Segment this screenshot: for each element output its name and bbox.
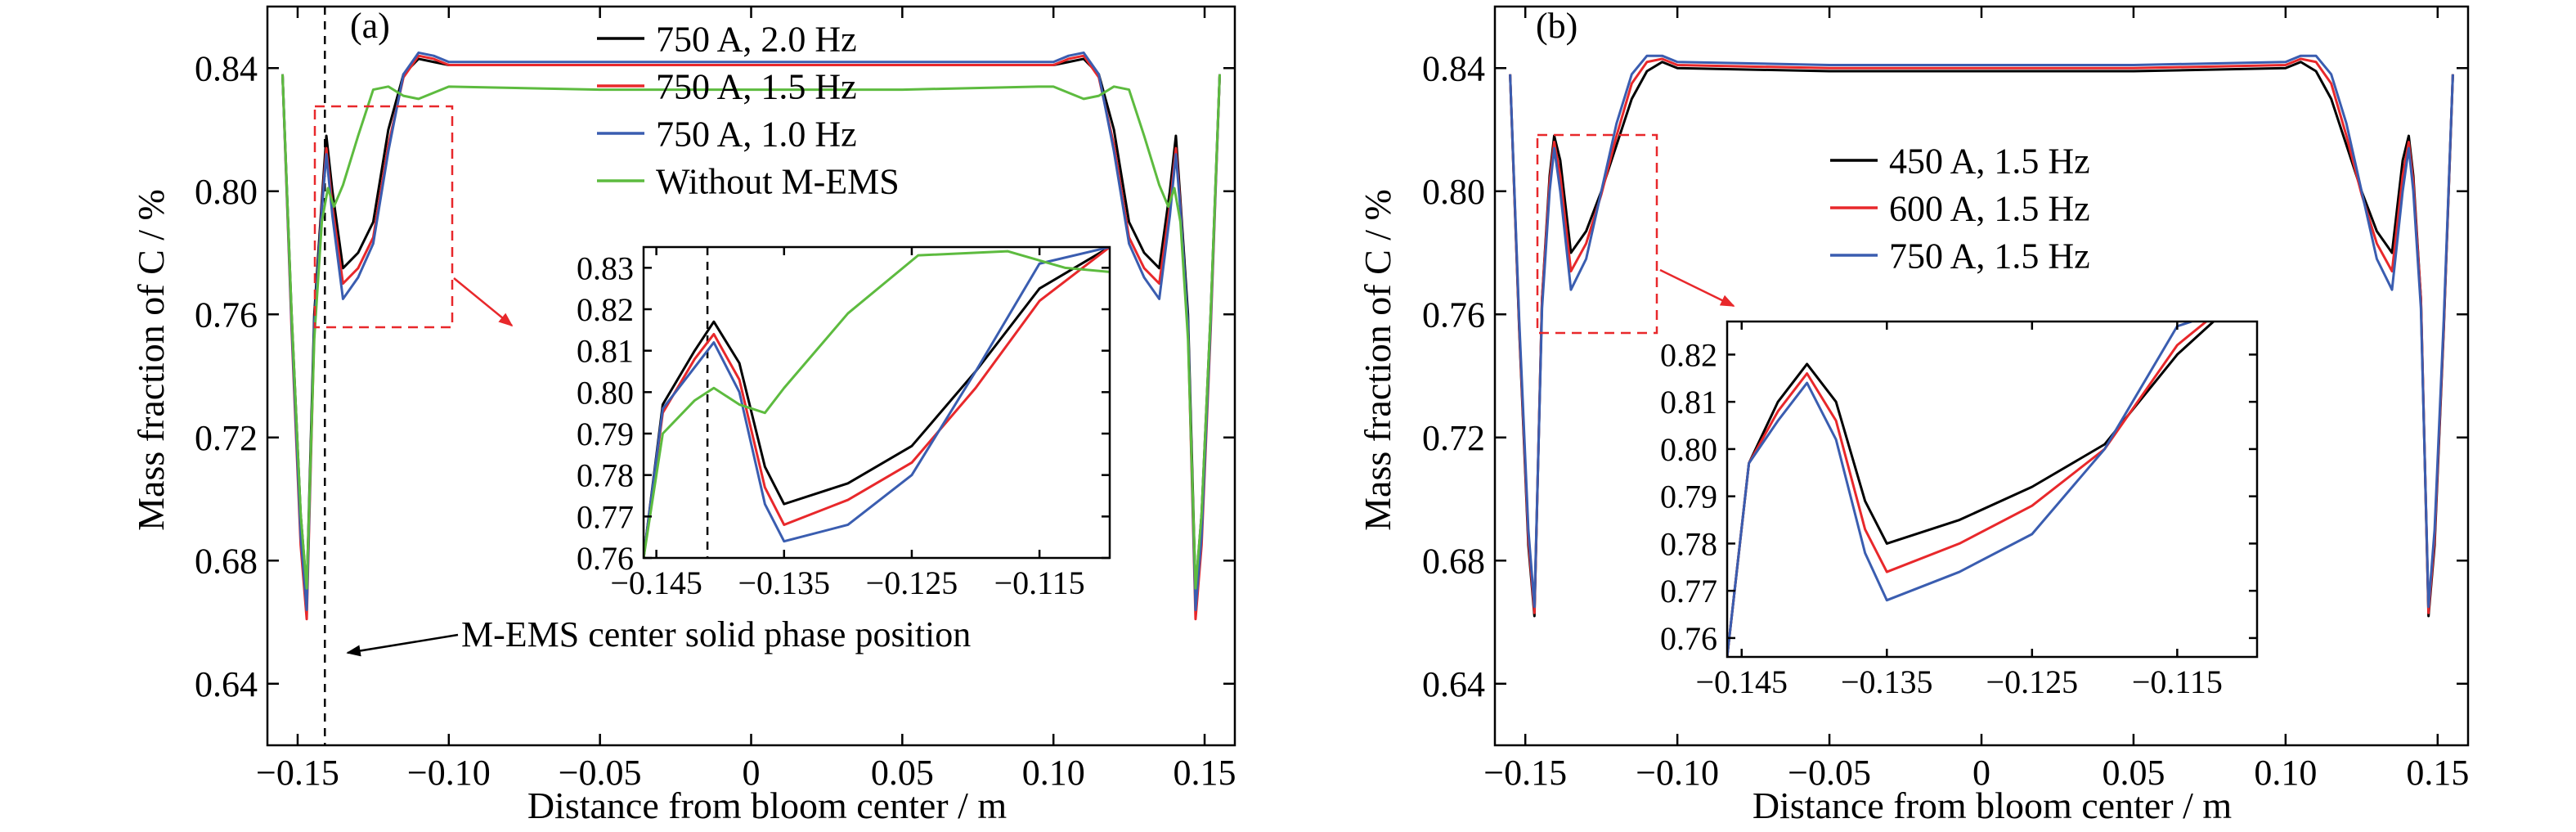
panel-a-plot: −0.15 −0.10 −0.05 0 0.05 0.10 0.15 0.64 0.68 0.72… (195, 5, 1236, 793)
b-inset-xtick-label: −0.135 (1841, 663, 1933, 700)
b-main-xtick-label: −0.15 (1483, 753, 1567, 793)
a-main-xtick-label: 0 (743, 753, 761, 793)
a-inset-xtick-label: −0.125 (866, 564, 958, 601)
panel-b-ylabel: Mass fraction of C / % (1357, 189, 1398, 531)
a-main-ytick-label: 0.68 (195, 542, 258, 582)
annotation-text: M-EMS center solid phase position (461, 614, 971, 654)
annotation-arrow (346, 633, 459, 657)
a-main-ytick-label: 0.72 (195, 418, 258, 458)
b-legend-entry: 750 A, 1.5 Hz (1889, 236, 2090, 276)
a-main-xtick-label: 0.10 (1022, 753, 1085, 793)
a-legend-entry: 750 A, 2.0 Hz (656, 19, 857, 59)
a-inset-ytick-label: 0.82 (577, 291, 634, 328)
a-inset-xtick-label: −0.135 (738, 564, 830, 601)
panel-b-legend: 450 A, 1.5 Hz 600 A, 1.5 Hz 750 A, 1.5 Hz (1830, 141, 2090, 276)
b-main-ytick-label: 0.76 (1422, 295, 1485, 335)
a-legend-entry: 750 A, 1.5 Hz (656, 66, 857, 106)
panel-a-legend: 750 A, 2.0 Hz 750 A, 1.5 Hz 750 A, 1.0 Hz W… (597, 19, 900, 201)
zoom-box-b (1536, 133, 1658, 335)
panel-a-ylabel: Mass fraction of C / % (130, 189, 172, 531)
b-main-xtick-label: 0 (1972, 753, 1990, 793)
b-inset-frame (1726, 320, 2259, 659)
panel-b-inset: −0.145 −0.135 −0.125 −0.115 0.76 0.77 0.78 0.79… (1660, 320, 2259, 700)
a-inset-ytick-label: 0.79 (577, 416, 634, 452)
b-legend-entry: 450 A, 1.5 Hz (1889, 141, 2090, 181)
a-inset-background (644, 247, 1110, 558)
b-legend-entry: 600 A, 1.5 Hz (1889, 188, 2090, 228)
a-inset-xtick-label: −0.115 (994, 564, 1085, 601)
panel-b-label: (b) (1536, 6, 1577, 46)
a-inset-series-4-line (644, 250, 1110, 558)
a-inset-ytick-label: 0.81 (577, 333, 634, 370)
b-inset-xtick-label: −0.145 (1695, 663, 1788, 700)
zoom-box-a (313, 105, 454, 329)
a-inset-series-3-line (644, 247, 1110, 558)
a-main-ytick-label: 0.80 (195, 172, 258, 212)
b-main-series-group (1509, 54, 2454, 618)
b-inset-series-group (1727, 322, 2215, 657)
b-inset-ytick-label: 0.78 (1660, 525, 1717, 562)
b-main-series-3-line (1509, 54, 2454, 609)
b-main-ytick-label: 0.80 (1422, 172, 1485, 212)
a-legend-entry: Without M-EMS (656, 161, 900, 201)
panel-b-xlabel: Distance from bloom center / m (1752, 785, 2233, 826)
a-inset-ytick-label: 0.83 (577, 250, 634, 286)
b-inset-xtick-label: −0.115 (2132, 663, 2223, 700)
a-main-xtick-label: −0.10 (407, 753, 491, 793)
b-main-xtick-label: 0.05 (2102, 753, 2165, 793)
b-inset-ytick-label: 0.77 (1660, 573, 1717, 609)
a-main-ytick-label: 0.76 (195, 295, 258, 335)
a-main-series-4-line (280, 74, 1222, 590)
b-main-ytick-label: 0.64 (1422, 664, 1485, 704)
a-main-ytick-label: 0.64 (195, 664, 258, 704)
a-inset-series-group (644, 247, 1110, 558)
a-inset-series-1-line (644, 247, 1110, 558)
b-inset-background (1727, 322, 2257, 657)
a-main-ytick-label: 0.84 (195, 49, 258, 89)
a-main-xtick-label: 0.15 (1174, 753, 1236, 793)
panel-a-inset: −0.145 −0.135 −0.125 −0.115 0.76 0.77 0.78 0.79… (577, 245, 1111, 601)
b-inset-xtick-label: −0.125 (1986, 663, 2079, 700)
a-inset-ytick-label: 0.77 (577, 498, 634, 535)
b-inset-ytick-label: 0.79 (1660, 479, 1717, 515)
panel-a-xlabel: Distance from bloom center / m (527, 785, 1008, 826)
a-inset-ytick-label: 0.76 (577, 540, 634, 577)
b-inset-series-2-line (1727, 322, 2207, 657)
a-inset-xtick-label: −0.145 (610, 564, 702, 601)
a-main-xtick-label: −0.15 (256, 753, 339, 793)
b-inset-series-3-line (1727, 322, 2192, 657)
a-inset-ytick-label: 0.80 (577, 374, 634, 411)
panel-b: −0.15 −0.10 −0.05 0 0.05 0.10 0.15 0.64 0.68 0.72… (1357, 5, 2469, 826)
b-inset-ytick-label: 0.82 (1660, 336, 1717, 373)
a-main-series-3-line (280, 51, 1222, 611)
a-inset-series-2-line (644, 247, 1110, 558)
b-main-xtick-label: 0.10 (2254, 753, 2317, 793)
b-inset-ytick-label: 0.80 (1660, 431, 1717, 468)
b-main-ytick-label: 0.68 (1422, 542, 1485, 582)
zoom-arrow-a (453, 277, 514, 327)
b-main-ytick-label: 0.72 (1422, 418, 1485, 458)
b-main-xtick-label: −0.05 (1788, 753, 1871, 793)
panel-a: −0.15 −0.10 −0.05 0 0.05 0.10 0.15 0.64 0.68 0.72… (130, 5, 1236, 826)
a-main-xtick-label: −0.05 (559, 753, 642, 793)
zoom-arrow-b (1659, 268, 1735, 308)
b-main-xtick-label: −0.10 (1636, 753, 1719, 793)
b-inset-ytick-label: 0.76 (1660, 620, 1717, 657)
a-inset-frame (642, 245, 1111, 560)
b-inset-ytick-label: 0.81 (1660, 384, 1717, 420)
a-inset-ytick-label: 0.78 (577, 457, 634, 494)
panel-a-label: (a) (350, 6, 390, 46)
b-main-ytick-label: 0.84 (1422, 49, 1485, 89)
a-main-series-group (280, 51, 1222, 621)
b-main-xtick-label: 0.15 (2406, 753, 2469, 793)
panel-b-plot: −0.15 −0.10 −0.05 0 0.05 0.10 0.15 0.64 0.68 0.72… (1422, 5, 2469, 793)
a-main-xtick-label: 0.05 (871, 753, 934, 793)
a-legend-entry: 750 A, 1.0 Hz (656, 114, 857, 154)
